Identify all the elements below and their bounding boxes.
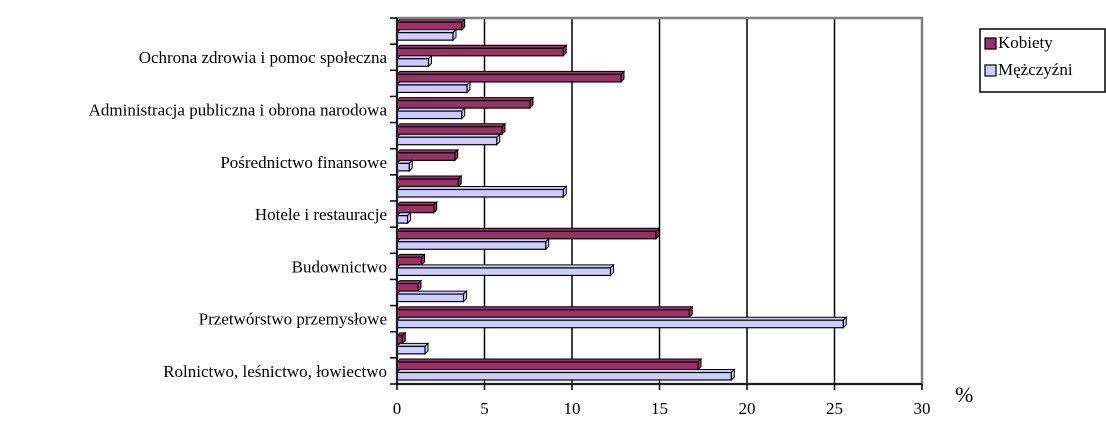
bar-mezczyzni: [395, 237, 550, 251]
category-label: Rolnictwo, leśnictwo, łowiectwo: [163, 362, 387, 381]
bar-mezczyzni: [395, 133, 501, 146]
legend-label: Kobiety: [998, 33, 1053, 52]
x-tick-label: 30: [914, 399, 931, 418]
y-axis-ticks: [390, 17, 397, 385]
bar-mezczyzni: [395, 28, 458, 42]
bar-mezczyzni: [395, 80, 472, 94]
x-tick-label: 10: [564, 399, 581, 418]
bar-kobiety: [395, 148, 459, 162]
bar-kobiety: [395, 305, 694, 319]
bar-kobiety: [395, 253, 426, 267]
bars: [395, 17, 848, 382]
legend: Kobiety Mężczyźni: [979, 28, 1106, 93]
bar-kobiety: [395, 17, 466, 31]
bar-kobiety: [395, 357, 703, 371]
bar-mezczyzni: [395, 342, 430, 356]
x-tick-label: 0: [393, 399, 402, 418]
bar-mezczyzni: [395, 106, 466, 120]
bar-mezczyzni: [395, 159, 414, 173]
category-label: Budownictwo: [292, 257, 387, 276]
legend-swatch: [984, 64, 997, 77]
category-label: Przetwórstwo przemysłowe: [199, 310, 387, 329]
bar-kobiety: [395, 174, 463, 188]
bar-mezczyzni: [395, 263, 615, 277]
legend-label: Mężczyźni: [998, 60, 1073, 79]
x-axis-unit-label: %: [955, 382, 973, 407]
x-axis-ticks: 0 5 10 15 20 25 30: [393, 384, 931, 418]
bar-kobiety: [395, 122, 507, 136]
bar-kobiety: [395, 70, 626, 84]
bar-mezczyzni: [395, 316, 848, 329]
category-label: Ochrona zdrowia i pomoc społeczna: [139, 48, 388, 67]
bar-kobiety: [395, 96, 535, 110]
bar-mezczyzni: [395, 211, 412, 225]
bar-mezczyzni: [395, 289, 468, 303]
x-tick-label: 5: [480, 399, 489, 418]
category-label: Pośrednictwo finansowe: [220, 153, 387, 172]
bar-kobiety: [395, 200, 438, 214]
x-tick-label: 20: [739, 399, 756, 418]
legend-frame: [979, 28, 1106, 93]
bar-kobiety: [395, 279, 423, 293]
category-labels: Rolnictwo, leśnictwo, łowiectwo Przetwórs…: [89, 48, 388, 381]
legend-swatch: [984, 37, 997, 50]
bar-kobiety: [395, 44, 568, 57]
category-label: Hotele i restauracje: [255, 205, 387, 224]
bar-kobiety: [395, 227, 661, 240]
bar-mezczyzni: [395, 185, 568, 199]
category-label: Administracja publiczna i obrona narodow…: [89, 101, 388, 120]
bar-mezczyzni: [395, 54, 433, 68]
bar-mezczyzni: [395, 368, 736, 382]
x-tick-label: 15: [651, 399, 668, 418]
x-tick-label: 25: [826, 399, 843, 418]
